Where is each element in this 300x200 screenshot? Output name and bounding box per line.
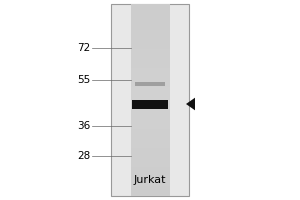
Bar <box>130 61 170 65</box>
Text: 36: 36 <box>77 121 90 131</box>
Bar <box>130 77 170 81</box>
Text: 55: 55 <box>77 75 90 85</box>
Bar <box>130 160 170 164</box>
Bar <box>130 80 170 84</box>
Bar <box>130 189 170 193</box>
Bar <box>130 128 170 132</box>
Bar <box>130 7 170 10</box>
Bar <box>130 29 170 33</box>
Bar <box>130 147 170 151</box>
Bar <box>130 74 170 78</box>
Bar <box>130 135 170 138</box>
Bar <box>130 138 170 142</box>
Bar <box>130 192 170 196</box>
Bar <box>130 141 170 145</box>
Bar <box>130 42 170 46</box>
Text: Jurkat: Jurkat <box>134 175 166 185</box>
Bar <box>130 112 170 116</box>
Bar <box>130 68 170 71</box>
Bar <box>130 103 170 106</box>
Text: 72: 72 <box>77 43 90 53</box>
Polygon shape <box>186 98 195 110</box>
Bar <box>130 144 170 148</box>
Bar <box>130 39 170 42</box>
Bar <box>130 157 170 161</box>
Bar <box>130 36 170 39</box>
Bar <box>130 58 170 62</box>
Bar <box>130 55 170 58</box>
Bar <box>130 20 170 23</box>
Bar <box>130 164 170 167</box>
Text: 28: 28 <box>77 151 90 161</box>
Bar <box>130 83 170 87</box>
Bar <box>130 23 170 26</box>
Bar <box>130 119 170 122</box>
Bar <box>130 106 170 110</box>
Bar <box>130 183 170 186</box>
Bar <box>130 151 170 154</box>
Bar <box>130 87 170 90</box>
Bar <box>135 82 165 86</box>
Bar <box>130 180 170 183</box>
Bar <box>130 26 170 30</box>
Bar <box>130 64 170 68</box>
Bar <box>130 93 170 97</box>
Bar <box>130 48 170 52</box>
Bar <box>130 10 170 14</box>
Bar <box>130 4 170 196</box>
Bar <box>130 125 170 129</box>
Bar <box>130 45 170 49</box>
Bar <box>130 115 170 119</box>
Bar <box>130 96 170 100</box>
Bar <box>130 51 170 55</box>
Bar <box>130 90 170 94</box>
Bar <box>130 167 170 170</box>
Bar <box>130 173 170 177</box>
Bar <box>130 99 170 103</box>
Bar <box>132 99 168 108</box>
Bar <box>130 122 170 126</box>
Bar <box>130 186 170 190</box>
Bar <box>130 3 170 7</box>
Bar <box>130 13 170 17</box>
Bar <box>130 154 170 158</box>
Bar <box>130 71 170 74</box>
Bar <box>130 176 170 180</box>
Bar <box>111 4 189 196</box>
Bar <box>130 132 170 135</box>
Bar <box>130 170 170 174</box>
Bar <box>130 16 170 20</box>
Bar <box>130 109 170 113</box>
Bar <box>130 32 170 36</box>
